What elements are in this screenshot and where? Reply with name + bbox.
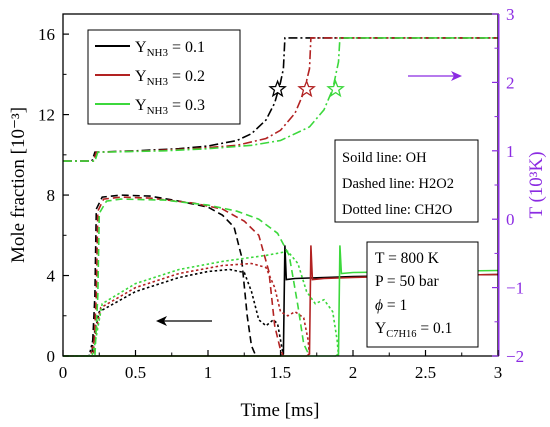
ch2o-line bbox=[63, 250, 340, 357]
note-solid: Soild line: OH bbox=[342, 150, 427, 166]
x-tick-label: 2 bbox=[349, 363, 358, 382]
legend-entry: YNH3 = 0.1 bbox=[95, 39, 205, 59]
legend-label: YNH3 = 0.2 bbox=[135, 68, 205, 88]
markers-layer bbox=[268, 79, 345, 98]
conditions: T = 800 K P = 50 bar ϕ = 1 YC7H16 = 0.1 bbox=[366, 241, 479, 348]
temperature-line bbox=[63, 37, 498, 162]
legend: YNH3 = 0.1 YNH3 = 0.2 YNH3 = 0.3 bbox=[87, 29, 241, 125]
legend-label: YNH3 = 0.1 bbox=[135, 39, 205, 59]
condition-equivalence-ratio: ϕ = 1 bbox=[375, 297, 407, 314]
x-tick-label: 1 bbox=[204, 363, 213, 382]
x-axis-ticks: 0 0.5 1 1.5 2 2.5 3 bbox=[59, 350, 503, 382]
h2o2-line bbox=[63, 198, 311, 357]
x-tick-label: 1.5 bbox=[270, 363, 291, 382]
y2-tick-label: 3 bbox=[506, 5, 515, 24]
notes-box bbox=[334, 139, 479, 223]
legend-entry: YNH3 = 0.3 bbox=[95, 97, 205, 117]
x-tick-label: 3 bbox=[494, 363, 503, 382]
line-style-notes: Soild line: OH Dashed line: H2O2 Dotted … bbox=[334, 139, 479, 223]
y-tick-label: 12 bbox=[38, 106, 55, 125]
condition-temperature: T = 800 K bbox=[375, 250, 440, 267]
y2-axis-ticks: −2 −1 0 1 2 3 bbox=[492, 5, 524, 366]
x-tick-label: 0 bbox=[59, 363, 68, 382]
right-axis-line bbox=[498, 14, 500, 356]
x-tick-label: 2.5 bbox=[415, 363, 436, 382]
y2-tick-label: 0 bbox=[506, 210, 515, 229]
ignition-star-marker bbox=[326, 79, 345, 98]
y2-tick-label: −2 bbox=[506, 347, 524, 366]
y2-tick-label: 1 bbox=[506, 142, 515, 161]
x-tick-label: 0.5 bbox=[125, 363, 146, 382]
y-tick-label: 16 bbox=[38, 25, 55, 44]
note-dashed: Dashed line: H2O2 bbox=[342, 176, 454, 192]
note-dotted: Dotted line: CH2O bbox=[342, 202, 452, 218]
legend-label: YNH3 = 0.3 bbox=[135, 97, 205, 117]
ignition-star-marker bbox=[268, 79, 287, 98]
legend-entry: YNH3 = 0.2 bbox=[95, 68, 205, 88]
condition-fuel-fraction: YC7H16 = 0.1 bbox=[375, 320, 452, 340]
left-axis-arrow bbox=[156, 316, 212, 326]
y2-axis-title: T (10³K) bbox=[526, 151, 547, 218]
y-axis-ticks: 0 4 8 12 16 bbox=[38, 25, 69, 366]
ignition-star-marker bbox=[297, 79, 316, 98]
right-axis-arrow bbox=[408, 71, 462, 81]
temperature-line bbox=[63, 37, 498, 162]
y-tick-label: 0 bbox=[47, 347, 56, 366]
y-tick-label: 8 bbox=[47, 186, 56, 205]
y-axis-title: Mole fraction [10⁻³] bbox=[8, 107, 29, 263]
y2-tick-label: −1 bbox=[506, 279, 524, 298]
conditions-box bbox=[366, 241, 479, 348]
y2-tick-label: 2 bbox=[506, 73, 515, 92]
condition-pressure: P = 50 bar bbox=[375, 273, 440, 290]
y-tick-label: 4 bbox=[47, 267, 56, 286]
x-axis-title: Time [ms] bbox=[240, 400, 319, 421]
